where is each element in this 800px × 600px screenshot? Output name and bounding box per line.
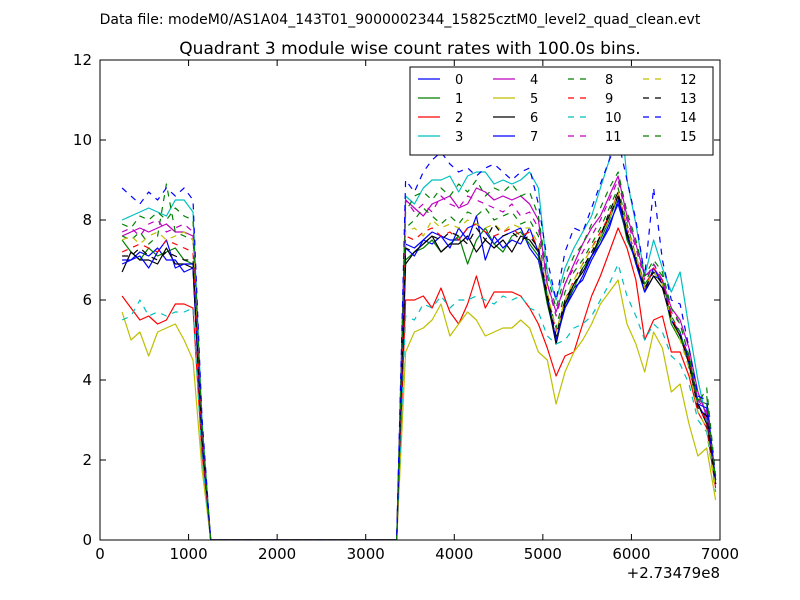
y-tick-label: 8 [82,211,92,229]
y-tick-label: 6 [82,291,92,309]
x-tick-label: 7000 [701,545,739,563]
x-tick-label: 0 [95,545,105,563]
x-tick-label: 3000 [347,545,385,563]
y-tick-label: 4 [82,371,92,389]
legend-label-7: 7 [530,130,538,145]
chart-title: Quadrant 3 module wise count rates with … [179,39,640,59]
legend-label-1: 1 [455,92,463,107]
series-line-9 [121,191,717,540]
series-line-4 [121,175,717,540]
y-tick-label: 12 [73,51,92,69]
series-line-15 [121,171,717,540]
x-tick-label: 6000 [612,545,650,563]
x-tick-label: 5000 [524,545,562,563]
series-line-8 [121,183,717,540]
legend-label-2: 2 [455,111,463,126]
series-line-11 [121,179,717,540]
x-axis-offset-label: +2.73479e8 [627,564,720,582]
legend-label-5: 5 [530,92,538,107]
figure-suptitle: Data file: modeM0/AS1A04_143T01_90000023… [100,12,701,28]
series-line-2 [121,227,717,540]
legend-label-8: 8 [605,73,613,88]
legend-frame [409,66,714,156]
series-line-10 [121,263,717,540]
y-tick-label: 0 [82,531,92,549]
legend-label-9: 9 [605,92,613,107]
legend-label-11: 11 [605,130,622,145]
y-tick-label: 10 [73,131,92,149]
x-tick-label: 2000 [258,545,296,563]
series-line-5 [121,279,717,540]
legend-label-14: 14 [680,111,697,126]
series-line-0 [122,203,717,540]
legend-label-3: 3 [455,130,463,145]
legend-label-10: 10 [605,111,622,126]
legend-label-0: 0 [455,73,463,88]
legend-label-13: 13 [680,92,697,107]
legend-label-6: 6 [530,111,538,126]
x-tick-label: 4000 [435,545,473,563]
legend-label-15: 15 [680,130,697,145]
series-line-13 [122,191,717,540]
legend-label-12: 12 [680,73,697,88]
legend-label-4: 4 [530,73,538,88]
y-tick-label: 2 [82,451,92,469]
x-tick-label: 1000 [169,545,207,563]
